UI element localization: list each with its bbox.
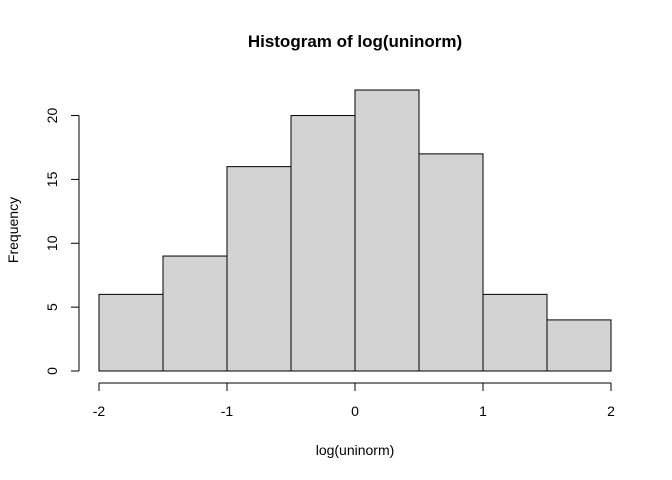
histogram-bar-3 <box>290 115 356 372</box>
x-tick-label: -2 <box>93 403 106 419</box>
x-tick-label: 2 <box>607 403 615 419</box>
x-axis-label: log(uninorm) <box>316 442 395 458</box>
y-axis: 0 5 10 15 20 <box>44 108 80 375</box>
y-tick-label: 10 <box>44 235 60 251</box>
x-axis: -2 -1 0 1 2 <box>93 382 615 419</box>
y-tick-label: 5 <box>44 303 60 311</box>
x-tick-label: 1 <box>479 403 487 419</box>
x-tick-label: -1 <box>221 403 234 419</box>
histogram-bar-2 <box>226 166 292 372</box>
y-tick-label: 20 <box>44 108 60 124</box>
y-tick-label: 0 <box>44 367 60 375</box>
histogram-bar-6 <box>482 293 548 372</box>
y-tick-label: 15 <box>44 171 60 187</box>
x-tick-label: 0 <box>351 403 359 419</box>
histogram-bar-4 <box>354 89 420 372</box>
histogram-bar-0 <box>98 293 164 372</box>
histogram-bar-7 <box>546 319 612 372</box>
chart-title: Histogram of log(uninorm) <box>248 32 462 51</box>
histogram-bar-5 <box>418 153 484 372</box>
bars-group <box>98 89 612 372</box>
y-axis-label: Frequency <box>5 197 21 263</box>
histogram-bar-1 <box>162 255 228 372</box>
